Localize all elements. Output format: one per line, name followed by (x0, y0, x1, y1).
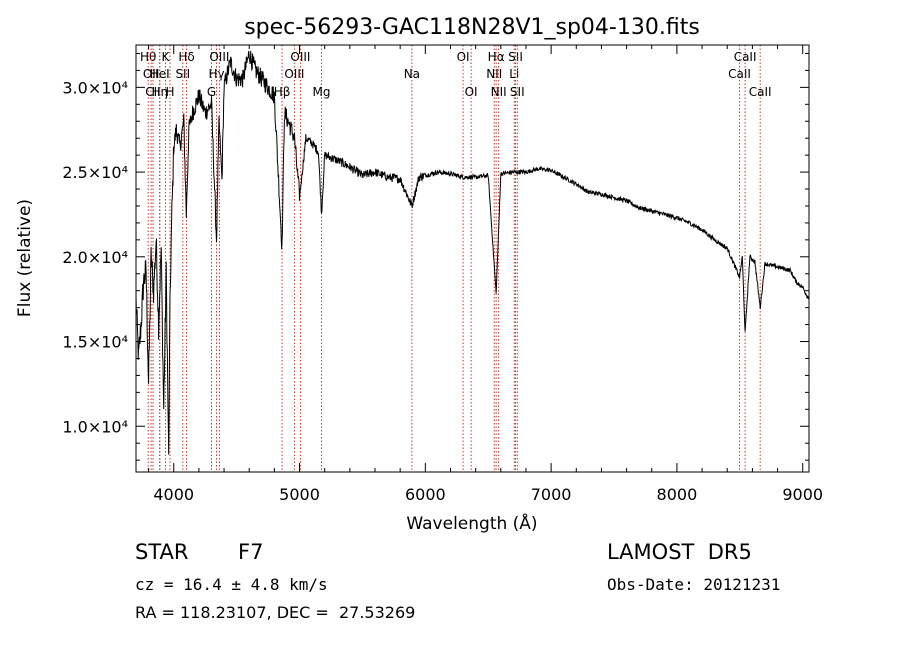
line-marker-label: Hδ (178, 50, 194, 64)
x-axis-label: Wavelength (Å) (406, 512, 537, 534)
y-tick-label: 3.0×10⁴ (62, 78, 128, 97)
line-marker-label: SII (508, 50, 523, 64)
line-marker-label: CaII (734, 50, 757, 64)
line-marker-label: G (207, 85, 216, 99)
chart-title: spec-56293-GAC118N28V1_sp04-130.fits (244, 15, 700, 40)
obs-date-text: Obs-Date: 20121231 (607, 575, 781, 594)
subclass-label: F7 (238, 540, 264, 564)
line-marker-label: OIII (290, 50, 310, 64)
y-tick-label: 2.0×10⁴ (62, 248, 128, 267)
class-label: STAR (135, 540, 189, 564)
line-marker-label: OIII (284, 67, 304, 81)
line-marker-label: CaII (728, 67, 751, 81)
y-tick-label: 1.0×10⁴ (62, 417, 128, 436)
line-marker-label: SII (175, 67, 190, 81)
x-tick-label: 6000 (405, 485, 446, 504)
line-marker-label: HeI (150, 67, 170, 81)
x-tick-label: 8000 (657, 485, 698, 504)
spectrum-series (135, 50, 810, 455)
line-marker-label: Hα (488, 50, 505, 64)
line-marker-label: CII (145, 85, 160, 99)
x-axis: 4000 5000 6000 7000 8000 9000 (148, 45, 823, 504)
survey-label: LAMOST DR5 (607, 540, 752, 564)
line-marker-label: Na (404, 67, 420, 81)
line-marker-label: Hθ (140, 50, 156, 64)
y-tick-label: 2.5×10⁴ (62, 163, 128, 182)
line-marker-label: Hγ (208, 67, 224, 81)
redshift-text: cz = 16.4 ± 4.8 km/s (135, 575, 328, 594)
x-tick-label: 9000 (782, 485, 823, 504)
line-marker-label: CaII (749, 85, 772, 99)
spectrum-line (135, 50, 810, 455)
x-tick-label: 4000 (153, 485, 194, 504)
y-axis-label: Flux (relative) (15, 199, 35, 317)
y-axis: 1.0×10⁴ 1.5×10⁴ 2.0×10⁴ 2.5×10⁴ 3.0×10⁴ (62, 52, 809, 461)
line-marker-label: OI (465, 85, 478, 99)
line-marker-label: NII (486, 67, 502, 81)
line-marker-label: SII (510, 85, 525, 99)
line-marker-label: Hβ (274, 85, 291, 99)
y-tick-label: 1.5×10⁴ (62, 333, 128, 352)
line-marker-label: OIII (209, 50, 229, 64)
line-marker-label: Li (509, 67, 519, 81)
spectral-line-markers: HθOIICIIHηKHeIHHδSIIGHγOIIIHβOIIIOIIIMgN… (140, 45, 772, 472)
line-marker-label: Mg (313, 85, 331, 99)
line-marker-label: OII (143, 67, 160, 81)
line-marker-label: OI (457, 50, 470, 64)
line-marker-label: NII (491, 85, 507, 99)
plot-frame (135, 44, 810, 473)
coordinates-text: RA = 118.23107, DEC = 27.53269 (135, 603, 416, 622)
line-marker-label: K (161, 50, 170, 64)
x-tick-label: 7000 (531, 485, 572, 504)
line-marker-label: H (165, 85, 174, 99)
x-tick-label: 5000 (279, 485, 320, 504)
